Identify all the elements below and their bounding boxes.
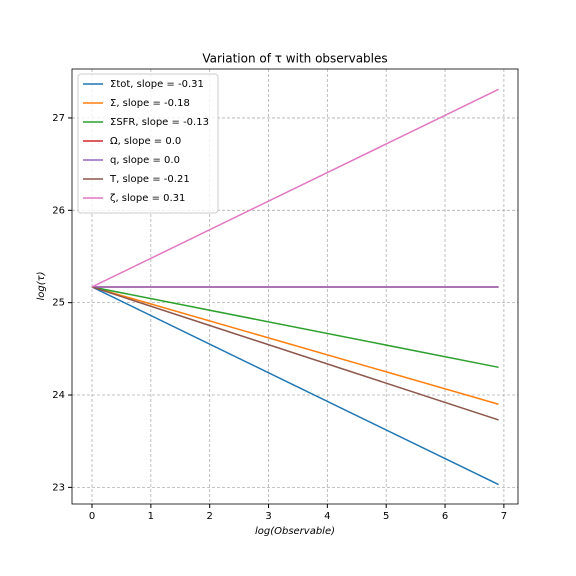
- x-tick-label: 2: [206, 511, 212, 522]
- y-tick-label: 26: [52, 205, 65, 216]
- x-axis-label: log(Observable): [255, 526, 335, 537]
- legend-label: Σtot, slope = -0.31: [110, 79, 204, 90]
- line: [91, 286, 499, 486]
- y-tick-label: 27: [52, 113, 65, 124]
- x-tick-label: 7: [501, 511, 507, 522]
- y-tick-label: 25: [52, 298, 65, 309]
- line: [91, 88, 499, 288]
- legend-label: Σ, slope = -0.18: [110, 98, 190, 109]
- y-tick-label: 23: [52, 482, 65, 493]
- x-tick-label: 4: [324, 511, 330, 522]
- legend-label: ΣSFR, slope = -0.13: [110, 117, 209, 128]
- x-tick-label: 5: [383, 511, 389, 522]
- plot-frame: [71, 68, 519, 505]
- x-tick-label: 0: [89, 511, 95, 522]
- legend-label: q, slope = 0.0: [110, 155, 180, 166]
- x-tick-label: 3: [265, 511, 271, 522]
- y-axis-label: log(τ): [36, 271, 47, 300]
- legend-box: [77, 73, 219, 214]
- legend-label: ζ, slope = 0.31: [110, 193, 185, 204]
- x-tick-label: 6: [442, 511, 448, 522]
- legend-label: Ω, slope = 0.0: [110, 136, 181, 147]
- y-tick-label: 24: [52, 390, 65, 401]
- line: [91, 286, 499, 369]
- x-tick-label: 1: [148, 511, 154, 522]
- legend-label: T, slope = -0.21: [109, 174, 190, 185]
- line: [91, 286, 499, 421]
- line: [91, 286, 499, 405]
- chart-title: Variation of τ with observables: [202, 52, 387, 66]
